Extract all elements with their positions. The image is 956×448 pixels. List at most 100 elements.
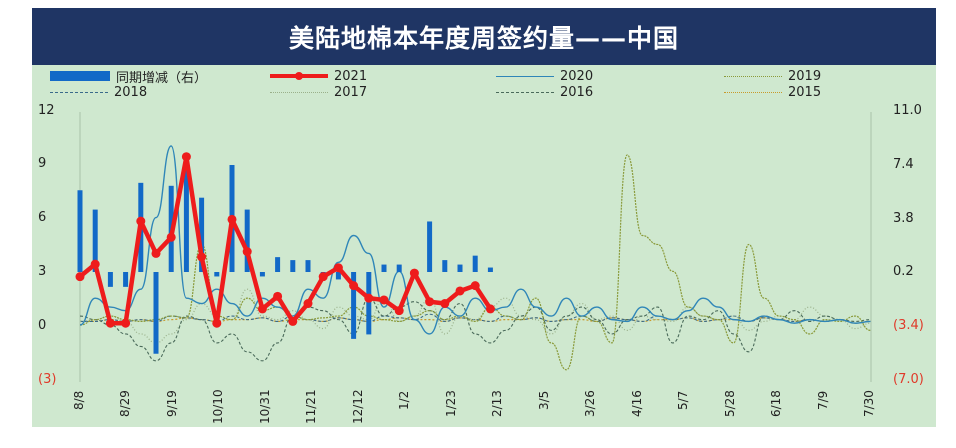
right-axis-tick: 0.2 [893, 264, 914, 279]
series-2021-marker [227, 214, 237, 224]
yoy-bar [259, 272, 265, 277]
right-axis-tick: 3.8 [893, 211, 914, 226]
yoy-bar [396, 264, 402, 272]
x-axis-tick: 2/13 [490, 389, 505, 417]
yoy-bar [77, 190, 83, 272]
series-2021-marker [379, 295, 389, 305]
x-axis-tick: 6/18 [769, 389, 784, 417]
title-band: 美陆地棉本年度周签约量——中国 [32, 8, 936, 65]
right-axis-tick: 7.4 [893, 157, 914, 172]
yoy-bar [427, 221, 433, 272]
year-line [79, 288, 871, 344]
left-axis-tick: 9 [38, 156, 47, 171]
x-axis-tick: 3/5 [536, 390, 551, 410]
line-swatch-icon [496, 91, 554, 93]
yoy-bar [183, 153, 189, 272]
line-swatch-icon [724, 75, 782, 77]
x-axis-tick: 10/31 [257, 389, 272, 424]
x-axis-tick: 11/21 [304, 389, 319, 424]
yoy-bar [457, 264, 463, 272]
yoy-bar [92, 209, 98, 272]
line-swatch-icon [270, 91, 328, 93]
series-2021-marker [303, 299, 313, 309]
series-2021-marker [318, 272, 328, 282]
year-line [79, 297, 871, 362]
series-2021-marker [121, 318, 131, 328]
yoy-bar [123, 272, 129, 287]
legend-item-2021: 2021 [270, 68, 367, 84]
series-2021-marker [349, 281, 359, 291]
yoy-bar [351, 272, 357, 339]
line-swatch-icon [724, 91, 782, 93]
right-axis-tick: (3.4) [893, 318, 924, 333]
series-2021-marker [288, 316, 298, 326]
left-axis-tick: 6 [38, 210, 47, 225]
x-axis-tick: 10/10 [211, 389, 226, 424]
yoy-bar [244, 209, 250, 272]
series-2021-marker [273, 291, 283, 301]
series-2021-marker [75, 272, 85, 282]
series-2021-marker [105, 318, 115, 328]
legend-item-2015: 2015 [724, 84, 821, 100]
legend-item-2019: 2019 [724, 68, 821, 84]
yoy-bar [487, 267, 493, 272]
line-marker-swatch-icon [270, 72, 328, 80]
series-2021-marker [364, 293, 374, 303]
series-2021-marker [151, 248, 161, 258]
legend-label: 2018 [114, 84, 148, 100]
yoy-bar [305, 260, 311, 272]
yoy-bar [107, 272, 113, 287]
series-2021-marker [425, 297, 435, 307]
chart-title: 美陆地棉本年度周签约量——中国 [288, 23, 679, 53]
left-axis-tick: (3) [38, 372, 57, 387]
legend-label: 2015 [788, 84, 822, 100]
series-2021-marker [242, 247, 252, 257]
legend-label: 2016 [560, 84, 594, 100]
legend-label: 2019 [788, 68, 822, 84]
yoy-bar [290, 260, 296, 272]
legend-item-2016: 2016 [496, 84, 593, 100]
series-2021-marker [197, 252, 207, 262]
x-axis-tick: 7/9 [815, 390, 830, 410]
year-line [79, 145, 871, 335]
series-2021-marker [394, 306, 404, 316]
series-2021-marker [333, 263, 343, 273]
left-axis-tick: 0 [38, 318, 47, 333]
series-2021-marker [257, 304, 267, 314]
series-2021-marker [455, 286, 465, 296]
x-axis-tick: 9/19 [164, 389, 179, 417]
series-2021-marker [181, 152, 191, 162]
series-2021-marker [212, 318, 222, 328]
x-axis-tick: 3/26 [583, 389, 598, 417]
legend-item-2018: 2018 [50, 84, 147, 100]
yoy-bar [153, 272, 159, 354]
yoy-bar [199, 197, 205, 272]
series-2021-marker [166, 232, 176, 242]
legend-label: 2017 [334, 84, 368, 100]
yoy-bar [335, 272, 341, 280]
x-axis-tick: 1/23 [443, 389, 458, 417]
yoy-bar [381, 264, 387, 272]
chart-frame [32, 8, 936, 427]
legend: 同期增减（右） 2021 2020 2019 2018 2017 2016 20… [48, 64, 928, 100]
series-2021-marker [90, 259, 100, 269]
series-2021-line [78, 154, 493, 326]
right-axis-tick: (7.0) [893, 372, 924, 387]
x-axis-tick: 12/12 [350, 389, 365, 424]
series-2021-marker [485, 304, 495, 314]
x-axis-tick: 7/30 [862, 389, 877, 417]
line-swatch-icon [496, 75, 554, 77]
legend-label: 2021 [334, 68, 368, 84]
right-axis-tick: 11.0 [893, 103, 922, 118]
legend-item-2017: 2017 [270, 84, 367, 100]
yoy-bar [472, 255, 478, 272]
series-2021-marker [440, 299, 450, 309]
legend-label: 同期增减（右） [116, 70, 208, 86]
legend-item-2020: 2020 [496, 68, 593, 84]
left-axis-tick: 12 [38, 103, 55, 118]
yoy-bar [442, 260, 448, 272]
line-swatch-icon [50, 91, 108, 93]
x-axis-tick: 5/7 [676, 390, 691, 410]
series-2021-marker [136, 216, 146, 226]
